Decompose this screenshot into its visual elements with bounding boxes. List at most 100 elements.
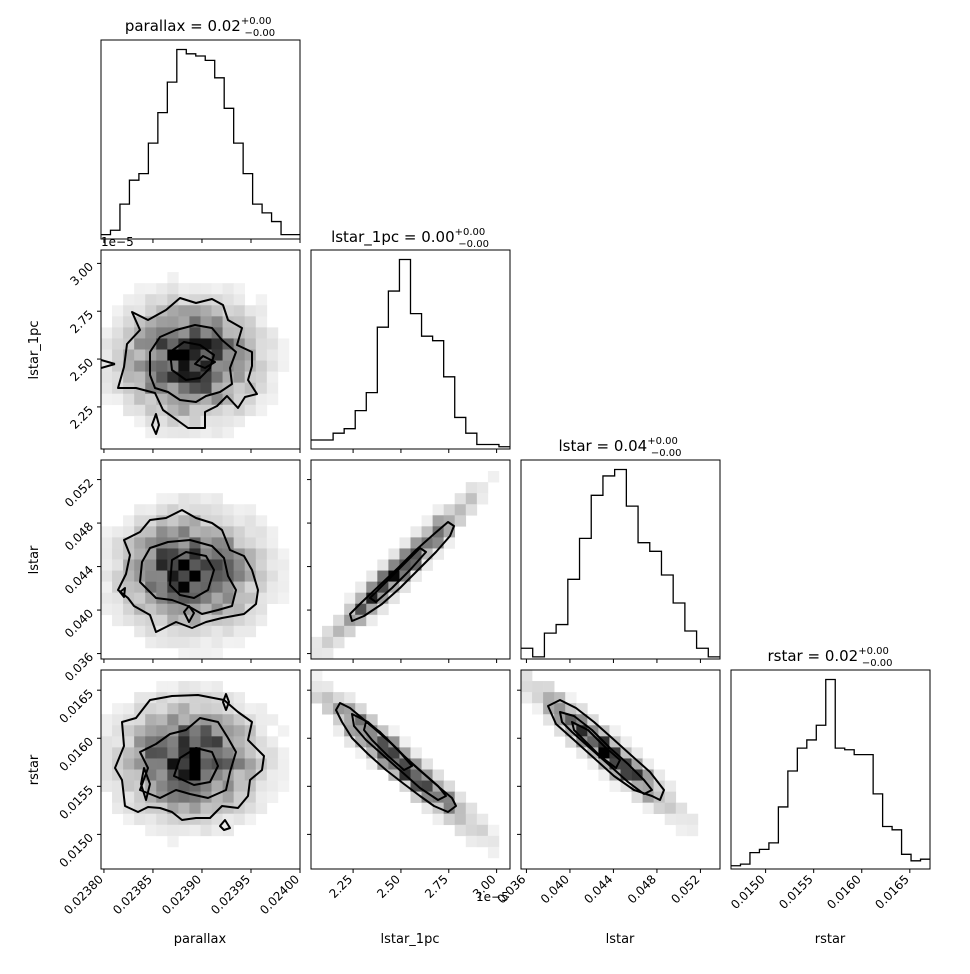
density-cell	[454, 813, 467, 826]
density-cell	[189, 360, 201, 372]
density-cell	[200, 283, 212, 295]
density-cell	[167, 769, 179, 781]
density-cell	[476, 493, 489, 505]
density-cell	[377, 603, 389, 616]
density-cell	[167, 824, 179, 837]
density-cell	[178, 316, 190, 328]
ytick-label-lstar: 0.040	[62, 606, 96, 640]
density-cell	[244, 382, 257, 395]
density-cell	[145, 404, 157, 417]
density-cell	[211, 515, 223, 527]
density-cell	[211, 349, 223, 361]
contour-mid	[559, 711, 653, 795]
density-cell	[211, 360, 223, 372]
axes-frame-lstar-lstar_1pc	[310, 459, 511, 660]
density-cell	[178, 614, 190, 627]
density-cell	[443, 780, 456, 792]
density-cell	[421, 780, 433, 792]
density-cell	[244, 316, 257, 328]
density-cell	[664, 813, 677, 826]
density-cell	[189, 504, 201, 516]
density-cell	[178, 305, 190, 317]
density-cell	[222, 791, 234, 803]
density-cell	[421, 758, 433, 770]
density-cell	[388, 570, 400, 582]
density-cell	[222, 714, 234, 726]
density-cell	[642, 769, 654, 781]
xtick-label-lstar_1pc: 2.50	[374, 872, 403, 901]
density-cell	[167, 283, 179, 295]
density-cell	[233, 636, 246, 649]
density-cell	[112, 338, 124, 350]
density-cell	[277, 769, 290, 781]
density-cell	[454, 504, 467, 516]
density-cell	[233, 625, 246, 638]
density-cell	[178, 603, 190, 616]
density-cell	[333, 625, 345, 638]
density-cell	[211, 625, 223, 638]
density-cell	[178, 780, 190, 792]
density-cell	[233, 780, 246, 792]
density-cell	[211, 526, 223, 538]
density-cell	[112, 791, 124, 803]
offset-label-lstar_1pc-x: 1e−5	[476, 890, 509, 904]
density-cell	[355, 725, 367, 737]
density-cell	[355, 714, 367, 726]
density-cell	[167, 747, 179, 759]
ylabel-rstar: rstar	[27, 754, 42, 785]
density-cell	[167, 305, 179, 317]
density-cell	[255, 515, 268, 527]
density-cell	[277, 725, 290, 737]
density-cell	[244, 570, 257, 582]
density-cell	[421, 769, 433, 781]
density-cell	[167, 681, 179, 693]
density-cell	[145, 294, 157, 306]
density-cell	[123, 703, 135, 715]
density-cell	[377, 592, 389, 605]
density-cell	[200, 548, 212, 560]
density-cell	[112, 703, 124, 715]
density-cell	[200, 681, 212, 693]
density-cell	[167, 426, 179, 439]
density-cell	[255, 537, 268, 549]
density-cell	[521, 692, 533, 704]
density-cell	[178, 493, 190, 505]
density-cell	[189, 515, 201, 527]
density-cell	[189, 780, 201, 792]
density-cell	[598, 758, 610, 770]
density-cell	[277, 747, 290, 759]
xtick-label-lstar_1pc: 2.25	[326, 872, 355, 901]
density-cell	[145, 581, 157, 593]
density-cell	[178, 714, 190, 726]
density-cell	[587, 736, 599, 748]
density-cell	[266, 714, 279, 726]
density-cell	[112, 526, 124, 538]
density-cell	[156, 294, 168, 306]
density-cell	[675, 824, 688, 837]
density-cell	[598, 747, 610, 759]
density-cell	[410, 769, 422, 781]
density-cell	[355, 592, 367, 605]
density-cell	[178, 404, 190, 417]
density-cell	[443, 515, 456, 527]
density-cell	[233, 802, 246, 815]
density-cell	[399, 758, 411, 770]
density-cell	[233, 526, 246, 538]
density-cell	[244, 703, 257, 715]
density-cell	[233, 404, 246, 417]
density-cell	[454, 824, 467, 837]
density-cell	[156, 614, 168, 627]
density-cell	[167, 360, 179, 372]
density-cell	[266, 327, 279, 339]
density-cell	[167, 835, 179, 848]
density-cell	[388, 559, 400, 571]
density-cell	[233, 603, 246, 616]
density-cell	[178, 758, 190, 770]
density-cell	[211, 548, 223, 560]
density-cell	[266, 769, 279, 781]
density-cell	[189, 703, 201, 715]
density-cell	[211, 570, 223, 582]
density-cell	[156, 747, 168, 759]
density-cell	[233, 725, 246, 737]
